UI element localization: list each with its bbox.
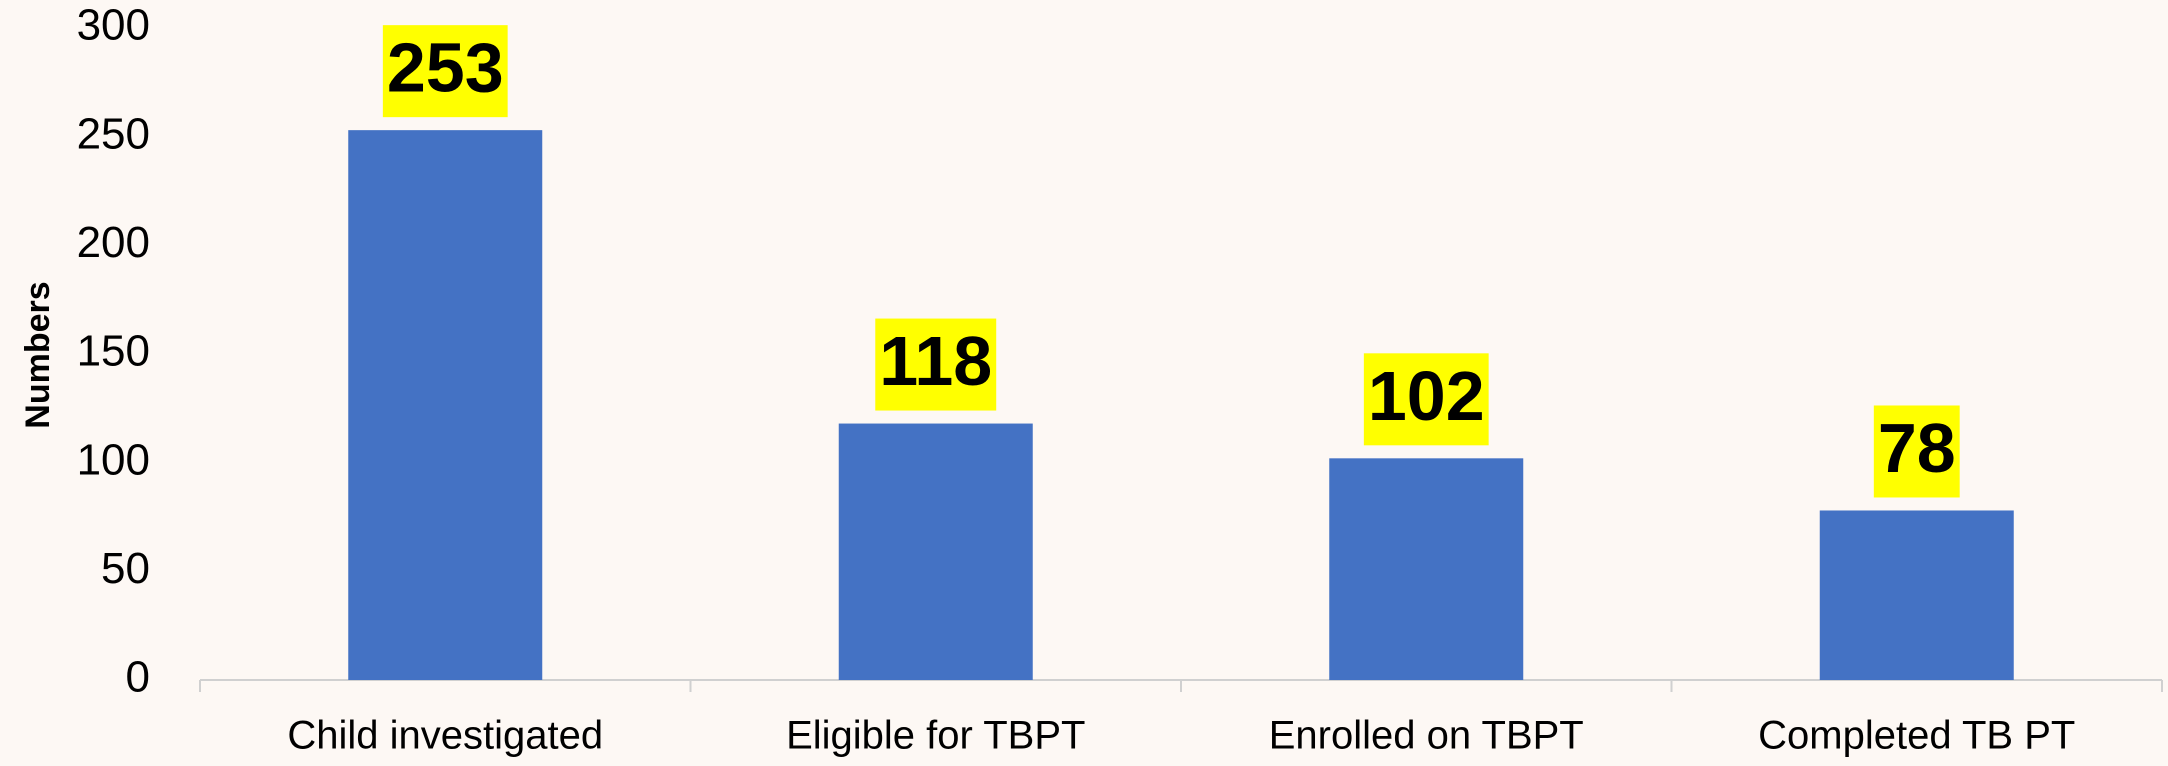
value-label: 102 bbox=[1368, 357, 1485, 435]
y-tick-label: 50 bbox=[101, 544, 150, 593]
value-label: 253 bbox=[387, 29, 504, 107]
x-tick-label: Eligible for TBPT bbox=[786, 714, 1085, 758]
y-tick-label: 100 bbox=[77, 435, 150, 484]
value-label-background bbox=[875, 318, 997, 411]
y-tick-label: 200 bbox=[77, 218, 150, 267]
y-tick-label: 150 bbox=[77, 327, 150, 376]
value-label-background bbox=[1873, 405, 1960, 498]
x-tick-label: Completed TB PT bbox=[1758, 714, 2075, 758]
value-label: 118 bbox=[879, 322, 992, 400]
value-label: 78 bbox=[1878, 409, 1956, 487]
x-tick-label: Enrolled on TBPT bbox=[1269, 714, 1584, 758]
bar bbox=[838, 423, 1033, 680]
y-tick-label: 250 bbox=[77, 109, 150, 158]
y-tick-label: 0 bbox=[126, 653, 150, 702]
y-tick-label: 300 bbox=[77, 1, 150, 50]
bar bbox=[348, 130, 543, 680]
value-label-background bbox=[1363, 353, 1489, 446]
bar bbox=[1329, 458, 1524, 680]
value-label-background bbox=[382, 25, 508, 118]
bar bbox=[1819, 510, 2014, 680]
y-axis-label: Numbers bbox=[19, 281, 57, 428]
x-tick-label: Child investigated bbox=[287, 714, 603, 758]
